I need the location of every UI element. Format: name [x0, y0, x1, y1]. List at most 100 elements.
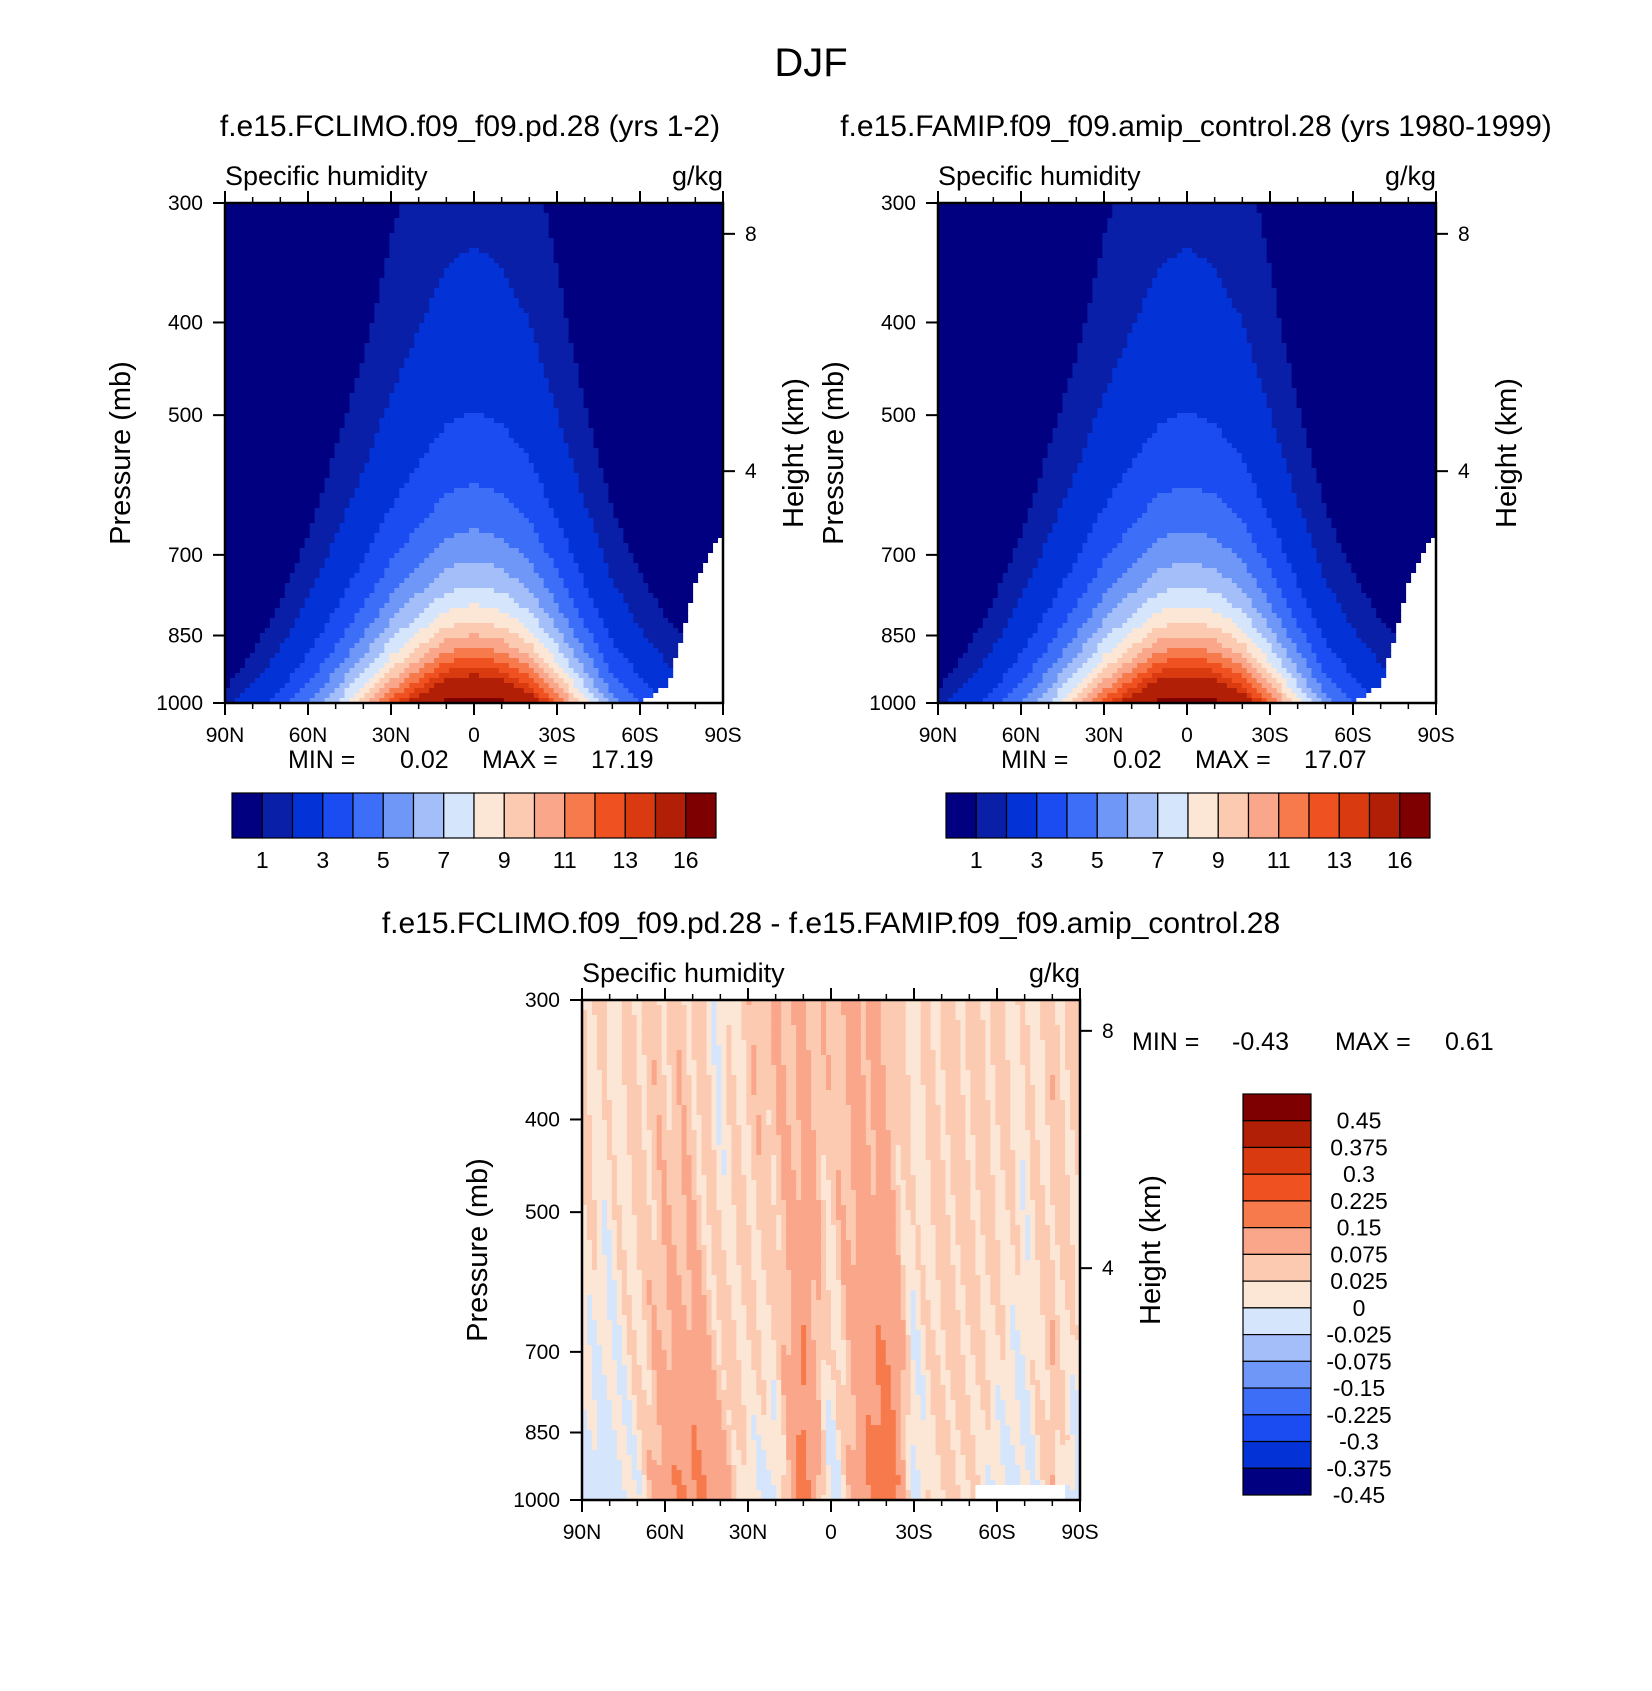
field-cell [454, 383, 460, 389]
field-cell [349, 658, 356, 664]
field-cell [449, 328, 455, 334]
field-cell [334, 298, 341, 304]
field-cell [459, 298, 465, 304]
field-cell [225, 428, 231, 434]
field-cell [469, 233, 475, 239]
field-cell [454, 643, 460, 649]
field-cell [459, 218, 465, 224]
field-cell [449, 303, 455, 309]
field-cell [379, 488, 385, 494]
field-cell [329, 258, 336, 264]
field-cell [304, 608, 311, 614]
field-cell [344, 533, 351, 539]
field-cell [399, 358, 405, 364]
field-cell [279, 673, 286, 679]
field-cell [399, 623, 405, 629]
field-cell [324, 563, 331, 569]
field-cell [279, 268, 286, 274]
field-cell [399, 668, 405, 674]
field-cell [404, 358, 410, 364]
field-cell [464, 368, 470, 374]
field-cell [344, 313, 351, 319]
field-cell [244, 408, 251, 414]
field-cell [379, 483, 385, 489]
field-cell [434, 448, 440, 454]
field-cell [299, 513, 306, 519]
field-cell [439, 223, 445, 229]
field-cell [359, 228, 366, 234]
field-cell [225, 483, 231, 489]
field-cell [234, 378, 241, 384]
field-cell [234, 403, 241, 409]
field-cell [429, 463, 435, 469]
field-cell [404, 523, 410, 529]
field-cell [469, 573, 475, 579]
field-cell [354, 573, 361, 579]
field-cell [259, 533, 266, 539]
field-cell [394, 223, 400, 229]
field-cell [419, 278, 425, 284]
field-cell [259, 238, 266, 244]
field-cell [464, 233, 470, 239]
field-cell [349, 693, 356, 699]
field-cell [279, 538, 286, 544]
field-cell [334, 583, 341, 589]
field-cell [289, 243, 296, 249]
field-cell [229, 313, 236, 319]
field-cell [399, 288, 405, 294]
field-cell [399, 293, 405, 299]
field-cell [454, 588, 460, 594]
field-cell [244, 298, 251, 304]
field-cell [434, 473, 440, 479]
field-cell [384, 218, 390, 224]
field-cell [344, 653, 351, 659]
field-cell [259, 468, 266, 474]
field-cell [439, 238, 445, 244]
field-cell [429, 348, 435, 354]
field-cell [449, 323, 455, 329]
field-cell [304, 668, 311, 674]
field-cell [379, 258, 385, 264]
field-cell [459, 628, 465, 634]
field-cell [399, 298, 405, 304]
field-cell [444, 278, 450, 284]
field-cell [324, 258, 331, 264]
field-cell [239, 603, 246, 609]
field-cell [364, 418, 371, 424]
field-cell [444, 218, 450, 224]
field-cell [229, 448, 236, 454]
field-cell [449, 513, 455, 519]
field-cell [349, 498, 356, 504]
field-cell [339, 453, 346, 459]
field-cell [274, 383, 281, 389]
field-cell [469, 403, 475, 409]
field-cell [429, 373, 435, 379]
field-cell [239, 588, 246, 594]
field-cell [284, 423, 291, 429]
field-cell [289, 608, 296, 614]
field-cell [439, 408, 445, 414]
field-cell [454, 283, 460, 289]
field-cell [379, 293, 385, 299]
field-cell [269, 443, 276, 449]
field-cell [469, 223, 475, 229]
field-cell [414, 528, 420, 534]
field-cell [239, 518, 246, 524]
field-cell [349, 218, 356, 224]
field-cell [249, 518, 256, 524]
field-cell [304, 263, 311, 269]
field-cell [254, 218, 261, 224]
field-cell [254, 608, 261, 614]
field-cell [299, 578, 306, 584]
field-cell [229, 428, 236, 434]
field-cell [429, 313, 435, 319]
field-cell [299, 208, 306, 214]
field-cell [284, 413, 291, 419]
field-cell [329, 363, 336, 369]
field-cell [229, 553, 236, 559]
field-cell [439, 568, 445, 574]
field-cell [404, 253, 410, 259]
field-cell [309, 418, 316, 424]
field-cell [369, 663, 375, 669]
field-cell [444, 628, 450, 634]
